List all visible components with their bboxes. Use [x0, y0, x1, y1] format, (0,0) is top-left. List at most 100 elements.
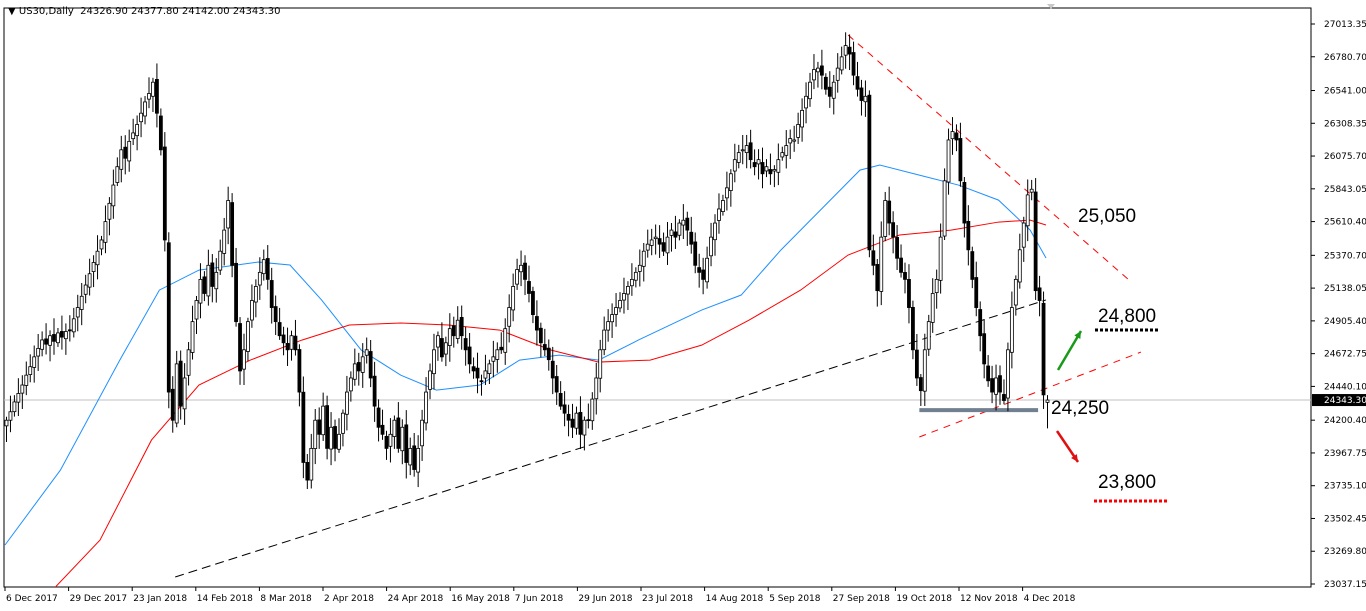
- candle-body: [222, 229, 227, 254]
- candle-body: [471, 366, 476, 372]
- candle-body: [412, 445, 417, 470]
- candle: [257, 257, 262, 300]
- candle-body: [934, 278, 939, 294]
- candle-body: [507, 307, 512, 327]
- candle-body: [24, 374, 29, 386]
- candle: [269, 267, 274, 324]
- candle: [657, 225, 662, 258]
- candle: [764, 159, 769, 178]
- candle-body: [705, 257, 709, 283]
- y-tick-label: 23037.15: [1324, 580, 1366, 590]
- candle-body: [147, 93, 151, 100]
- candle: [796, 112, 801, 144]
- candle: [503, 318, 508, 365]
- candle-body: [40, 339, 45, 350]
- candle: [174, 350, 179, 428]
- x-tick-label: 19 Oct 2018: [896, 594, 952, 604]
- candle-body: [756, 159, 761, 165]
- candle: [558, 381, 563, 410]
- candle-body: [895, 237, 899, 259]
- candle-body: [922, 349, 927, 392]
- candle-body: [269, 280, 274, 308]
- candle: [285, 327, 290, 366]
- candle: [242, 333, 246, 386]
- candle: [380, 409, 385, 440]
- candle-body: [495, 349, 500, 360]
- candle-body: [483, 370, 488, 379]
- candle-body: [740, 149, 745, 152]
- candle-body: [348, 377, 353, 392]
- candle-body: [499, 346, 504, 351]
- candle-body: [56, 332, 60, 344]
- candle: [978, 301, 983, 352]
- candle: [297, 344, 302, 407]
- candle: [341, 409, 345, 447]
- candle: [685, 211, 690, 246]
- candle: [186, 342, 191, 386]
- candle: [883, 191, 888, 242]
- candle: [420, 409, 425, 461]
- candle: [170, 376, 175, 433]
- candle-body: [594, 377, 599, 400]
- candle-body: [234, 262, 238, 323]
- candle-body: [28, 366, 33, 375]
- candle-body: [293, 335, 298, 351]
- current-price-badge: [1312, 394, 1366, 407]
- candle: [325, 395, 330, 460]
- candle: [748, 129, 753, 169]
- candle: [899, 244, 903, 278]
- candle: [768, 153, 773, 185]
- candle: [246, 317, 250, 362]
- candle-body: [681, 219, 686, 226]
- dropdown-triangle-icon[interactable]: ▼: [8, 6, 16, 17]
- candle: [578, 396, 583, 450]
- candle-body: [653, 236, 658, 240]
- candle: [728, 169, 733, 207]
- candle-body: [218, 250, 223, 271]
- candle: [736, 144, 741, 169]
- candle-body: [839, 56, 844, 71]
- candle-body: [1002, 394, 1006, 401]
- candle: [75, 294, 80, 332]
- moving-average-line-2: [54, 219, 1047, 587]
- candle-body: [432, 349, 436, 375]
- candle: [665, 222, 670, 265]
- candle-body: [44, 338, 48, 345]
- candle-body: [527, 281, 531, 294]
- y-tick-label: 26075.70: [1324, 152, 1366, 162]
- candle-body: [190, 321, 195, 353]
- candle-body: [827, 86, 832, 97]
- candle: [404, 410, 409, 479]
- candle: [79, 282, 84, 326]
- candle: [364, 337, 369, 364]
- candle: [907, 264, 911, 324]
- candle: [8, 395, 13, 433]
- candle-body: [439, 338, 444, 358]
- candle: [776, 143, 781, 186]
- candle-body: [158, 115, 163, 151]
- candle-body: [899, 257, 903, 273]
- candle: [934, 269, 939, 309]
- down-arrow-icon: [1055, 430, 1080, 463]
- candle-body: [214, 271, 219, 290]
- candle: [701, 257, 706, 295]
- candle-body: [724, 187, 729, 199]
- x-tick-label: 14 Aug 2018: [706, 594, 764, 604]
- candle: [388, 418, 393, 463]
- candle-body: [170, 388, 175, 421]
- candle: [717, 193, 721, 234]
- candle: [226, 186, 231, 245]
- candle: [198, 263, 203, 319]
- candle: [1041, 291, 1046, 409]
- candle-body: [914, 349, 919, 379]
- candle-body: [713, 222, 717, 241]
- candle-body: [360, 356, 365, 373]
- candle-body: [250, 300, 254, 321]
- x-tick-label: 4 Dec 2018: [1024, 594, 1076, 604]
- candle: [455, 306, 460, 344]
- candle: [289, 330, 294, 361]
- candle-body: [265, 258, 270, 280]
- candle: [396, 402, 401, 453]
- candle-body: [855, 76, 860, 90]
